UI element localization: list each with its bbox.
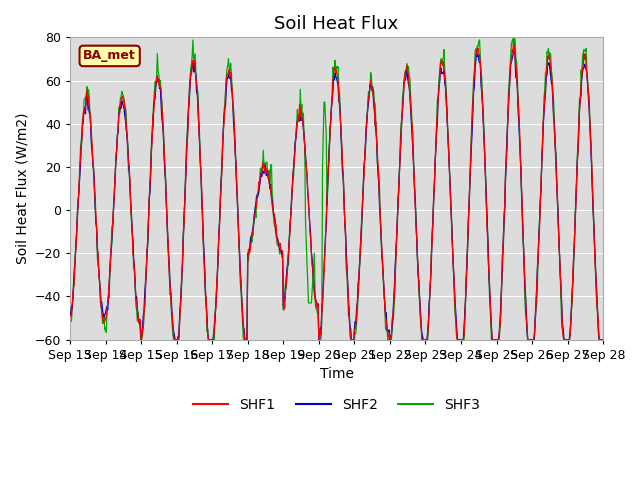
SHF2 [266,186,274,192]
Line: SHF3: SHF3 [70,37,638,340]
SHF1 [445,161,453,167]
SHF1 [510,41,518,47]
SHF1 [634,337,640,343]
X-axis label: Time: Time [319,367,354,381]
SHF2 [634,337,640,343]
SHF2 [132,294,140,300]
Legend: SHF1, SHF2, SHF3: SHF1, SHF2, SHF3 [188,392,486,418]
SHF3 [238,305,246,311]
SHF3 [445,160,453,166]
SHF1 [66,313,74,319]
SHF2 [287,202,295,208]
Title: Soil Heat Flux: Soil Heat Flux [275,15,399,33]
SHF3 [66,330,74,336]
SHF1 [413,248,421,254]
SHF1 [132,297,140,302]
Text: BA_met: BA_met [83,49,136,62]
SHF2 [511,45,518,51]
Line: SHF2: SHF2 [70,48,638,340]
SHF1 [238,298,246,304]
SHF3 [266,186,274,192]
SHF3 [634,337,640,343]
SHF1 [137,337,145,343]
SHF2 [413,250,421,255]
SHF3 [287,197,295,203]
SHF1 [287,199,295,204]
SHF3 [511,35,518,40]
SHF3 [132,306,140,312]
SHF3 [137,337,145,343]
SHF2 [66,312,74,317]
SHF2 [137,337,145,343]
Y-axis label: Soil Heat Flux (W/m2): Soil Heat Flux (W/m2) [15,113,29,264]
SHF1 [266,182,274,188]
SHF2 [238,297,246,302]
Line: SHF1: SHF1 [70,44,638,340]
SHF2 [445,160,453,166]
SHF3 [413,254,421,260]
